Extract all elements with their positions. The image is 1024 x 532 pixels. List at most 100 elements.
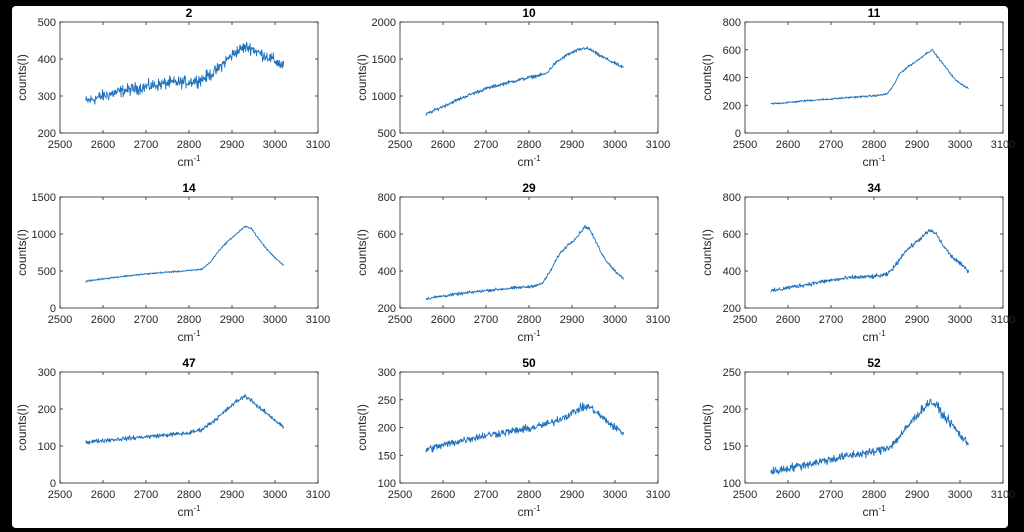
y-axis-label: counts(I) (355, 404, 369, 451)
x-tick-label: 2800 (517, 139, 541, 151)
y-tick-label: 200 (723, 100, 741, 112)
axes-box (59, 196, 319, 309)
x-tick-label: 2700 (474, 139, 498, 151)
y-tick-label: 300 (378, 367, 396, 379)
x-tick-label: 2500 (733, 139, 757, 151)
x-tick-label: 3100 (646, 314, 670, 326)
x-axis-label-superscript: -1 (193, 154, 201, 163)
subplot-title: 14 (182, 181, 196, 195)
x-tick-label: 2500 (48, 139, 72, 151)
y-tick-label: 1500 (32, 192, 56, 204)
x-axis-label-superscript: -1 (878, 329, 886, 338)
x-axis-label: cm-1 (862, 154, 886, 169)
subplot-title: 10 (522, 6, 536, 20)
subplot-52: 2500 2600 2700 2800 2900 3000 3100 100 150 200 250… (700, 356, 1015, 519)
y-tick-label: 1500 (372, 54, 396, 66)
axes-box (59, 21, 319, 134)
data-line (85, 225, 284, 283)
x-tick-label: 2900 (560, 139, 584, 151)
x-axis-label-superscript: -1 (533, 154, 541, 163)
axes-box (744, 371, 1004, 484)
x-axis-label: cm-1 (862, 504, 886, 519)
subplot-50: 2500 2600 2700 2800 2900 3000 3100 100 150 200 250… (355, 356, 670, 519)
x-axis-label: cm-1 (177, 154, 201, 169)
data-line (425, 224, 624, 301)
x-tick-label: 3000 (603, 489, 627, 501)
axes-box (744, 196, 1004, 309)
x-tick-label: 2700 (819, 139, 843, 151)
x-tick-label: 3100 (306, 489, 330, 501)
x-tick-label: 3100 (646, 139, 670, 151)
x-tick-label: 3000 (603, 314, 627, 326)
x-tick-label: 2600 (91, 314, 115, 326)
x-tick-label: 3000 (603, 139, 627, 151)
x-tick-label: 3100 (646, 489, 670, 501)
subplot-47: 2500 2600 2700 2800 2900 3000 3100 0 100 200 300 47… (15, 356, 330, 519)
data-line (425, 46, 624, 116)
y-tick-label: 150 (723, 441, 741, 453)
y-tick-label: 1000 (32, 229, 56, 241)
x-tick-label: 2900 (905, 314, 929, 326)
x-tick-label: 2800 (177, 139, 201, 151)
x-tick-label: 2500 (48, 489, 72, 501)
x-tick-label: 3100 (306, 314, 330, 326)
x-tick-label: 3000 (263, 139, 287, 151)
y-tick-label: 100 (723, 478, 741, 490)
x-tick-label: 2700 (474, 489, 498, 501)
data-line (770, 398, 969, 475)
x-tick-label: 3100 (991, 314, 1015, 326)
x-axis-label-superscript: -1 (533, 329, 541, 338)
x-tick-label: 2600 (776, 139, 800, 151)
y-tick-label: 200 (723, 404, 741, 416)
x-tick-label: 2800 (862, 489, 886, 501)
x-tick-label: 3000 (263, 489, 287, 501)
y-axis-label: counts(I) (15, 229, 29, 276)
x-tick-label: 3000 (948, 139, 972, 151)
x-axis-label-superscript: -1 (878, 154, 886, 163)
subplot-title: 34 (867, 181, 881, 195)
x-axis-label: cm-1 (517, 329, 541, 344)
y-tick-label: 250 (378, 395, 396, 407)
x-axis-label-superscript: -1 (878, 504, 886, 513)
x-tick-label: 2700 (134, 314, 158, 326)
subplot-29: 2500 2600 2700 2800 2900 3000 3100 200 400 600 800… (355, 181, 670, 344)
x-tick-label: 2800 (517, 489, 541, 501)
y-tick-label: 800 (723, 192, 741, 204)
y-axis-label: counts(I) (700, 54, 714, 101)
y-axis-label: counts(I) (15, 404, 29, 451)
x-tick-label: 2800 (177, 314, 201, 326)
subplot-title: 11 (868, 6, 881, 20)
x-tick-label: 2500 (733, 489, 757, 501)
x-tick-label: 2600 (431, 314, 455, 326)
y-tick-label: 0 (50, 303, 56, 315)
subplot-title: 29 (522, 181, 536, 195)
x-axis-label: cm-1 (517, 154, 541, 169)
x-tick-label: 3100 (991, 489, 1015, 501)
y-tick-label: 500 (38, 266, 56, 278)
y-axis-label: counts(I) (15, 54, 29, 101)
x-tick-label: 2800 (862, 139, 886, 151)
x-tick-label: 2800 (862, 314, 886, 326)
data-line (425, 402, 625, 453)
x-tick-label: 2900 (560, 489, 584, 501)
x-tick-label: 2600 (776, 489, 800, 501)
y-axis-label: counts(I) (355, 54, 369, 101)
subplot-title: 2 (186, 6, 193, 20)
subplot-title: 52 (867, 356, 881, 370)
x-tick-label: 2800 (517, 314, 541, 326)
x-tick-label: 2500 (48, 314, 72, 326)
x-tick-label: 2700 (819, 314, 843, 326)
data-line (770, 48, 969, 105)
x-tick-label: 3100 (991, 139, 1015, 151)
subplot-14: 2500 2600 2700 2800 2900 3000 3100 0 500 1000 1500… (15, 181, 330, 344)
axes-box (744, 21, 1004, 134)
y-tick-label: 0 (50, 478, 56, 490)
x-axis-label: cm-1 (862, 329, 886, 344)
y-tick-label: 2000 (372, 17, 396, 29)
x-tick-label: 2700 (134, 489, 158, 501)
x-tick-label: 2900 (560, 314, 584, 326)
y-tick-label: 1000 (372, 91, 396, 103)
y-tick-label: 600 (723, 229, 741, 241)
